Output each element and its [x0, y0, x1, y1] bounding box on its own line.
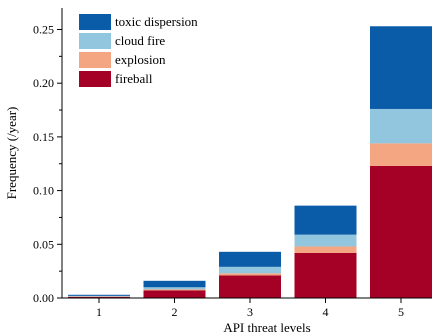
legend-label-fireball: fireball [115, 71, 153, 86]
legend-swatch-explosion [79, 52, 111, 68]
legend-label-toxic-dispersion: toxic dispersion [115, 14, 198, 29]
bar-segment-toxic-dispersion-3 [219, 251, 281, 267]
legend-swatch-cloud-fire [79, 33, 111, 49]
bar-segment-fireball-1 [68, 296, 130, 298]
legend-label-cloud-fire: cloud fire [115, 33, 165, 48]
bar-segment-toxic-dispersion-2 [143, 280, 206, 288]
x-tick-label: 4 [323, 305, 329, 319]
x-tick-label: 1 [96, 305, 102, 319]
bar-segment-cloud-fire-1 [68, 295, 130, 297]
bar-segment-cloud-fire-3 [219, 266, 281, 274]
bar-segment-explosion-1 [68, 296, 130, 297]
legend-label-explosion: explosion [115, 52, 166, 67]
y-tick-label: 0.00 [33, 291, 54, 305]
y-ticks: 0.00 0.05 0.10 0.15 0.20 0.25 [33, 22, 62, 305]
bar-segment-toxic-dispersion-5 [370, 26, 432, 109]
x-ticks: 1 2 3 4 5 [96, 298, 404, 319]
x-axis-title: API threat levels [223, 320, 310, 335]
bar-segment-cloud-fire-2 [143, 287, 206, 290]
legend-swatch-fireball [79, 71, 111, 87]
bar-segment-explosion-5 [370, 143, 432, 166]
y-axis-title: Frequency (/year) [4, 107, 19, 200]
bar-segment-toxic-dispersion-1 [68, 294, 130, 296]
x-tick-label: 2 [172, 305, 178, 319]
bar-segment-fireball-3 [219, 275, 281, 298]
bar-segment-cloud-fire-5 [370, 108, 432, 144]
bar-segment-fireball-4 [294, 252, 357, 298]
y-tick-label: 0.25 [33, 22, 54, 36]
legend-swatch-toxic-dispersion [79, 14, 111, 30]
bar-segment-explosion-3 [219, 273, 281, 276]
bar-segment-explosion-4 [294, 246, 357, 253]
y-tick-label: 0.15 [33, 130, 54, 144]
bar-segment-fireball-5 [370, 165, 432, 298]
x-tick-label: 5 [398, 305, 404, 319]
x-tick-label: 3 [247, 305, 253, 319]
y-tick-label: 0.20 [33, 76, 54, 90]
bar-segment-toxic-dispersion-4 [294, 205, 357, 235]
legend: toxic dispersion cloud fire explosion fireb… [79, 14, 198, 87]
bar-segment-fireball-2 [143, 290, 206, 298]
bar-segment-cloud-fire-4 [294, 234, 357, 247]
bars-layer [68, 26, 432, 298]
bar-segment-explosion-2 [143, 289, 206, 291]
y-tick-label: 0.05 [33, 237, 54, 251]
y-tick-label: 0.10 [33, 184, 54, 198]
